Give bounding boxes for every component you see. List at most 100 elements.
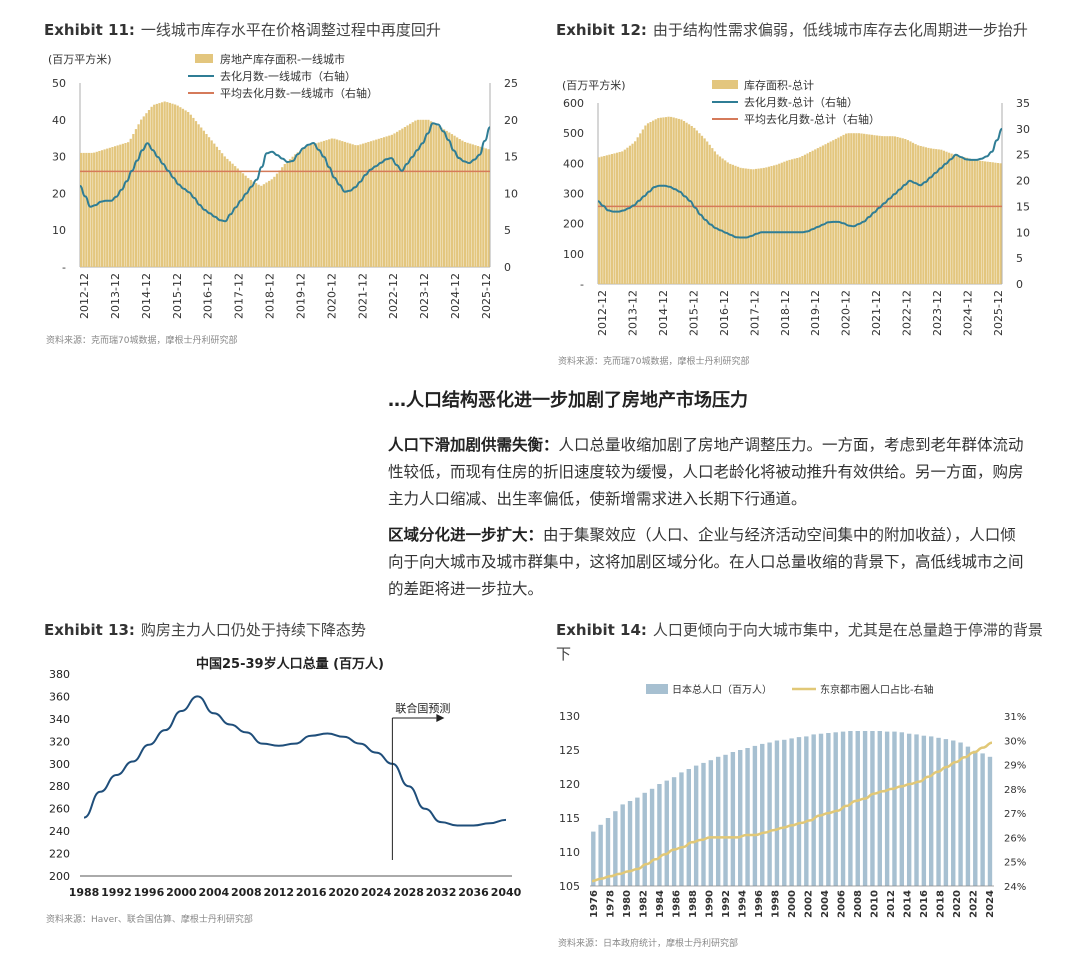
ex12-source: 资料来源：克而瑞70城数据，摩根士丹利研究部 [558, 355, 749, 367]
ex11-inventory-bar [445, 130, 448, 267]
ex14-population-bar [752, 745, 758, 886]
ex12-inventory-bar [775, 164, 778, 284]
ex12-inventory-bar [893, 136, 897, 284]
ex12-right-tick: 25 [1016, 149, 1030, 162]
ex11-inventory-bar [254, 183, 258, 267]
ex14-legend-bar-swatch [646, 684, 668, 694]
ex12-inventory-bar [803, 154, 807, 284]
ex14-year-label: 1984 [655, 890, 666, 918]
ex13-y-tick: 220 [49, 848, 70, 861]
ex11-inventory-bar [82, 152, 85, 267]
ex11-inventory-bar [325, 140, 328, 267]
ex11-inventory-bar [315, 143, 318, 267]
ex11-inventory-bar [484, 148, 487, 267]
ex14-population-bar [826, 733, 831, 886]
ex12-inventory-bar [806, 153, 809, 284]
ex11-inventory-bar [213, 143, 216, 267]
paragraph-regional: 区域分化进一步扩大：由于集聚效应（人口、企业与经济活动空间集中的附加收益），人口… [388, 522, 1028, 603]
ex11-inventory-bar [215, 146, 219, 267]
ex12-inventory-bar [726, 162, 729, 284]
ex14-right-tick: 30% [1004, 736, 1026, 747]
ex11-year-label: 2021-12 [356, 273, 369, 319]
ex11-inventory-bar [348, 143, 352, 267]
ex14-population-bar [664, 780, 669, 886]
ex11-inventory-bar [338, 140, 341, 267]
ex12-inventory-bar [947, 152, 951, 284]
ex12-inventory-bar [778, 163, 781, 284]
ex11-inventory-bar [341, 141, 344, 267]
exhibit-11-caption: Exhibit 11: 一线城市库存水平在价格调整过程中再度回升 [44, 18, 534, 42]
ex11-inventory-bar [174, 104, 177, 267]
ex13-x-tick: 2036 [458, 886, 489, 899]
ex11-inventory-bar [299, 150, 302, 267]
ex11-year-label: 2015-12 [171, 273, 184, 319]
ex11-inventory-bar [411, 122, 414, 267]
ex11-months-line [79, 122, 491, 223]
ex11-inventory-bar [171, 103, 174, 267]
ex12-inventory-bar [888, 136, 891, 284]
ex14-population-bar [987, 756, 993, 886]
ex13-y-tick: 300 [49, 758, 70, 771]
ex12-inventory-bar [798, 157, 801, 284]
ex12-right-tick: 5 [1016, 252, 1023, 265]
ex11-inventory-bar [160, 102, 164, 267]
ex14-left-tick: 115 [559, 812, 580, 825]
ex12-inventory-bar [713, 151, 716, 284]
p2-bold: 区域分化进一步扩大： [388, 526, 544, 544]
ex14-population-bar [686, 769, 691, 886]
ex11-inventory-bar [351, 144, 354, 267]
ex12-inventory-bar [983, 161, 987, 284]
ex11-inventory-bar [158, 103, 161, 267]
ex14-population-bar [914, 734, 919, 886]
ex11-inventory-bar [317, 142, 320, 267]
ex11-legend-avg: 平均去化月数-一线城市（右轴） [220, 86, 378, 100]
ex11-inventory-bar [359, 144, 362, 267]
ex14-population-bar [928, 736, 934, 886]
ex12-year-label: 2020-12 [840, 290, 853, 336]
ex12-inventory-bar [762, 167, 765, 284]
ex12-inventory-bar [953, 154, 956, 284]
ex12-inventory-bar [837, 137, 840, 284]
ex11-inventory-bar [247, 178, 250, 267]
ex13-arrow-head [436, 714, 445, 722]
ex12-inventory-bar [752, 169, 755, 284]
ex14-right-tick: 27% [1004, 809, 1026, 820]
ex11-inventory-bar [194, 121, 198, 267]
ex12-inventory-bar [811, 150, 814, 284]
ex11-inventory-bar [367, 142, 370, 267]
ex12-left-tick: 100 [563, 248, 584, 261]
ex12-inventory-bar [659, 117, 662, 284]
ex11-inventory-bar [145, 113, 148, 267]
ex14-population-bar [884, 731, 890, 886]
ex11-left-tick: 40 [52, 114, 66, 127]
ex11-inventory-bar [401, 128, 404, 267]
paragraph-supply-demand: 人口下滑加剧供需失衡：人口总量收缩加剧了房地产调整压力。一方面，考虑到老年群体流… [388, 432, 1028, 513]
exhibit-13-title: 购房主力人口仍处于持续下降态势 [140, 621, 366, 639]
ex13-y-tick: 360 [49, 690, 70, 703]
ex12-inventory-bar [646, 123, 650, 284]
ex14-year-label: 1992 [721, 890, 732, 918]
ex12-inventory-bar [873, 135, 876, 284]
ex12-inventory-bar [827, 142, 830, 284]
ex12-inventory-bar [847, 133, 850, 284]
ex12-inventory-bar [891, 136, 894, 284]
ex12-inventory-bar [904, 139, 907, 284]
ex11-inventory-bar [382, 137, 386, 267]
ex12-inventory-bar [919, 146, 922, 284]
ex11-inventory-bar [403, 127, 407, 267]
ex14-population-bar [760, 743, 765, 886]
ex12-inventory-bar [955, 155, 958, 284]
ex12-inventory-bar [809, 152, 812, 284]
ex12-inventory-bar [978, 160, 982, 284]
ex12-legend-line: 去化月数-总计（右轴） [744, 95, 858, 109]
ex13-source: 资料来源：Haver、联合国估算、摩根士丹利研究部 [46, 913, 253, 925]
ex12-left-tick: - [580, 278, 584, 291]
ex12-plot: 600 500 400 300 200 100 - 35 30 25 20 15 10 5 0 2012-12… [563, 97, 1030, 336]
ex12-inventory-bar [958, 155, 961, 284]
p2-text: 由于集聚效应（人口、企业与经济活动空间集中的附加收益），人口倾向于向大城市及城市… [388, 526, 1024, 598]
exhibit-13-caption: Exhibit 13: 购房主力人口仍处于持续下降态势 [44, 618, 534, 642]
ex11-inventory-bar [414, 120, 417, 267]
ex14-population-bar [811, 734, 816, 886]
ex12-left-tick: 300 [563, 188, 584, 201]
ex11-inventory-bar [435, 124, 438, 267]
